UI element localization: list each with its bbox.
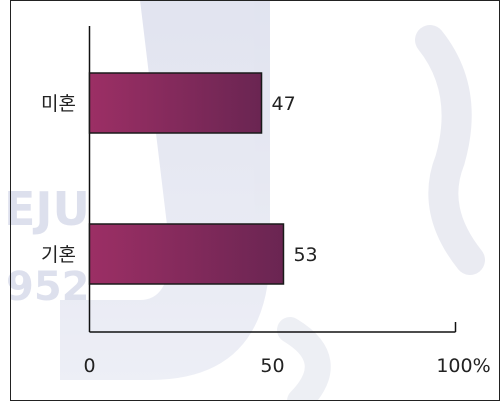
svg-text:EJU: EJU: [4, 182, 90, 236]
category-label-1: 기혼: [41, 244, 76, 266]
bar-value-labels: 47 53: [272, 93, 318, 266]
bar-1: [88, 223, 285, 285]
x-tick-label-1: 50: [260, 355, 284, 377]
x-tick-label-0: 0: [83, 355, 95, 377]
bar-value-label-1: 53: [293, 244, 317, 266]
bar-value-label-0: 47: [272, 93, 296, 115]
x-tick-labels: 0 50 100%: [83, 355, 490, 377]
x-tick-label-2: 100%: [436, 355, 490, 377]
bar-0: [88, 72, 263, 134]
category-label-0: 미혼: [41, 93, 76, 115]
bars-group: [88, 72, 285, 285]
svg-text:952: 952: [6, 264, 90, 310]
watermark: EJU 952: [4, 0, 485, 401]
